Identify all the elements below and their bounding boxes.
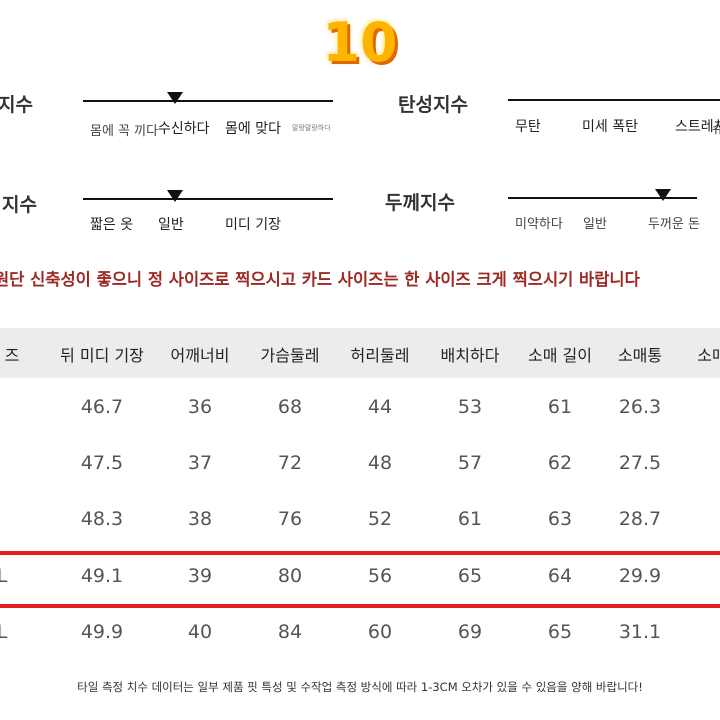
scale-label: 두께지수 [385,192,455,214]
scale-label: 지수 [2,194,37,216]
scale-pointer [167,190,183,202]
scale-option: 두꺼운 돈 [648,217,700,232]
table-cell: 53 [457,396,483,418]
scale-option: 말랑말랑하다 [292,124,331,132]
scale-pointer [655,189,671,201]
scale-option: 몸에 꼭 끼다 [90,124,159,139]
notice: 원단 신축성이 좋으니 정 사이즈로 찍으시고 카드 사이즈는 한 사이즈 크게… [0,270,640,289]
table-cell: 84 [277,621,303,643]
scale-line [508,197,697,199]
table-cell: 36 [187,396,213,418]
table-cell: 63 [547,508,573,530]
table-cell: 76 [277,508,303,530]
scale-option: 수신하다 [158,121,210,137]
table-cell: 49.9 [80,621,124,643]
scale-option: 일반 [158,217,184,233]
table-header-bg [0,328,720,378]
size-label: L [0,621,8,643]
scale-pointer [167,92,183,104]
table-cell: 62 [547,452,573,474]
table-cell: 48 [367,452,393,474]
table-cell: 80 [277,565,303,587]
table-cell: 57 [457,452,483,474]
table-cell: 72 [277,452,303,474]
table-cell: 27.5 [618,452,662,474]
table-cell: 29.9 [618,565,662,587]
scale-option: 일반 [583,217,607,232]
table-cell: 61 [547,396,573,418]
table-cell: 65 [457,565,483,587]
table-cell: 47.5 [80,452,124,474]
table-cell: 49.1 [80,565,124,587]
footnote: 타일 측정 치수 데이터는 일부 제품 핏 특성 및 수작업 측정 방식에 따라… [77,680,643,694]
table-cell: 68 [277,396,303,418]
scale-option: 미디 기장 [225,217,281,233]
table-cell: 44 [367,396,393,418]
column-header: 어깨너비 [170,346,230,365]
scale-option: 짧은 옷 [90,217,134,233]
table-cell: 28.7 [618,508,662,530]
column-header: 즈 [4,346,20,365]
highlight-row [0,551,720,608]
column-header: 소매 [697,346,720,365]
table-cell: 39 [187,565,213,587]
table-cell: 64 [547,565,573,587]
table-cell: 37 [187,452,213,474]
table-cell: 56 [367,565,393,587]
column-header: 소매 길이 [528,346,592,365]
scale-label: 탄성지수 [398,94,468,116]
table-cell: 40 [187,621,213,643]
table-cell: 52 [367,508,393,530]
table-cell: 69 [457,621,483,643]
scale-option: 미세 폭탄 [582,119,638,135]
column-header: 소매통 [617,346,663,365]
column-header: 허리둘레 [350,346,410,365]
table-cell: 31.1 [618,621,662,643]
column-header: 뒤 미디 기장 [60,346,144,365]
table-cell: 65 [547,621,573,643]
scale-label: 지수 [0,94,33,116]
scale-line [83,198,333,200]
scale-option: 스트레치 [675,119,720,135]
table-cell: 46.7 [80,396,124,418]
scale-line [83,100,333,102]
column-header: 배치하다 [440,346,500,365]
table-cell: 48.3 [80,508,124,530]
column-header: 가슴둘레 [260,346,320,365]
scale-option: 슈 [712,122,720,137]
scale-option: 무탄 [515,119,541,135]
table-cell: 60 [367,621,393,643]
table-cell: 26.3 [618,396,662,418]
table-cell: 61 [457,508,483,530]
scale-option: 미약하다 [515,217,563,232]
scale-line [508,99,720,101]
badge: 10 [322,11,398,74]
size-label: L [0,565,8,587]
scale-option: 몸에 맞다 [225,121,281,137]
table-cell: 38 [187,508,213,530]
